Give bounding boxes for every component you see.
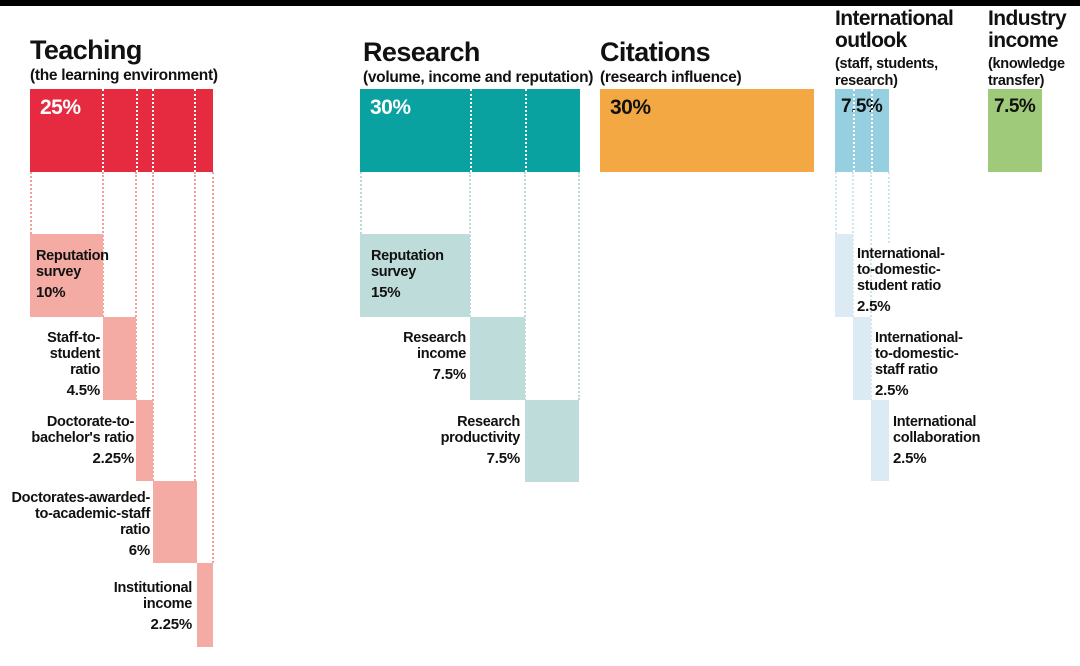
intl-student-ratio-label: International- to-domestic- student rati…: [857, 246, 945, 315]
industry-income-weight-bar: 7.5%: [988, 89, 1042, 172]
teaching-subtitle: (the learning environment): [30, 67, 218, 84]
research-weight-bar: 30%: [360, 89, 580, 172]
research-weight-label: 30%: [370, 96, 411, 119]
research-productivity-block: [525, 400, 579, 482]
citations-title: Citations: [600, 37, 711, 67]
staff-to-student-ratio-block: [103, 317, 136, 400]
teaching-header: Teaching (the learning environment): [30, 36, 218, 85]
dotted-guide: [578, 172, 580, 400]
citations-weight-bar: 30%: [600, 89, 814, 172]
intl-staff-ratio-label: International- to-domestic- staff ratio …: [875, 330, 963, 399]
dotted-guide: [870, 172, 872, 400]
doctorates-awarded-ratio-label: Doctorates-awarded- to-academic-staff ra…: [11, 490, 150, 559]
bar-divider: [525, 89, 527, 172]
intl-collaboration-label: International collaboration 2.5%: [893, 414, 981, 467]
bar-divider: [853, 89, 855, 172]
institutional-income-block: [197, 563, 213, 647]
bar-divider: [871, 89, 873, 172]
citations-header: Citations (research influence): [600, 37, 742, 87]
dotted-guide: [135, 172, 137, 400]
citations-weight-label: 30%: [610, 96, 651, 119]
international-outlook-weight-bar: 7.5%: [835, 89, 889, 172]
teaching-weight-bar: 25%: [30, 89, 213, 172]
doctorate-to-bachelor-ratio-label: Doctorate-to- bachelor's ratio 2.25%: [31, 414, 134, 467]
bar-divider: [152, 89, 154, 172]
dotted-guide: [194, 172, 196, 481]
reputation-survey-research-label: Reputation survey 15%: [371, 248, 444, 301]
doctorates-awarded-ratio-block: [153, 481, 197, 563]
research-income-block: [470, 317, 525, 400]
top-border: [0, 0, 1080, 6]
research-income-label: Research income 7.5%: [403, 330, 466, 383]
research-productivity-label: Research productivity 7.5%: [440, 414, 521, 467]
industry-income-header: Industry income (knowledge transfer): [988, 7, 1067, 89]
intl-staff-ratio-block: [853, 317, 871, 400]
international-outlook-subtitle: (staff, students, research): [835, 56, 938, 89]
staff-to-student-ratio-label: Staff-to- student ratio 4.5%: [47, 330, 100, 399]
dotted-guide: [469, 172, 471, 317]
dotted-guide: [152, 172, 154, 481]
dotted-guide: [30, 172, 32, 234]
international-outlook-weight-label: 7.5%: [841, 96, 883, 117]
research-subtitle: (volume, income and reputation): [363, 69, 594, 86]
research-header: Research (volume, income and reputation): [363, 38, 593, 87]
bar-divider: [102, 89, 104, 172]
doctorate-to-bachelor-ratio-block: [136, 400, 153, 481]
international-outlook-title: International outlook: [835, 7, 954, 52]
dotted-guide: [835, 172, 837, 234]
reputation-survey-teaching-block: [30, 234, 103, 317]
intl-collaboration-block: [871, 400, 889, 481]
research-title: Research: [363, 37, 480, 67]
bar-divider: [470, 89, 472, 172]
international-outlook-header: International outlook (staff, students, …: [835, 7, 954, 89]
industry-income-weight-label: 7.5%: [994, 96, 1036, 117]
teaching-weight-label: 25%: [40, 96, 81, 119]
teaching-title: Teaching: [30, 35, 142, 65]
industry-income-title: Industry income: [988, 7, 1067, 52]
dotted-guide: [524, 172, 526, 400]
industry-income-subtitle: (knowledge transfer): [988, 56, 1065, 89]
dotted-guide: [102, 172, 104, 317]
citations-subtitle: (research influence): [600, 69, 742, 86]
dotted-guide: [212, 172, 214, 563]
bar-divider: [136, 89, 138, 172]
reputation-survey-teaching-label: Reputation survey 10%: [36, 248, 109, 301]
institutional-income-label: Institutional income 2.25%: [113, 580, 193, 633]
dotted-guide: [888, 172, 890, 243]
intl-student-ratio-block: [835, 234, 853, 317]
dotted-guide: [852, 172, 854, 317]
bar-divider: [194, 89, 196, 172]
reputation-survey-research-block: [360, 234, 470, 317]
dotted-guide: [360, 172, 362, 234]
